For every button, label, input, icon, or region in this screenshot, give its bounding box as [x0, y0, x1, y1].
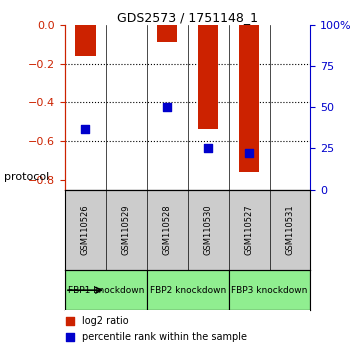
Point [205, 145, 211, 151]
Title: GDS2573 / 1751148_1: GDS2573 / 1751148_1 [117, 11, 258, 24]
Text: log2 ratio: log2 ratio [82, 315, 129, 326]
Bar [229, 270, 310, 310]
Text: FBP1 knockdown: FBP1 knockdown [68, 286, 144, 295]
Text: GSM110526: GSM110526 [81, 205, 90, 255]
Text: GSM110531: GSM110531 [286, 205, 295, 255]
Point [164, 104, 170, 110]
Point [83, 126, 88, 131]
Text: GSM110527: GSM110527 [245, 205, 253, 255]
Text: FBP2 knockdown: FBP2 knockdown [149, 286, 226, 295]
Bar [239, 25, 259, 172]
Bar [198, 25, 218, 130]
Point [67, 334, 73, 339]
Text: GSM110530: GSM110530 [204, 205, 213, 255]
Text: FBP3 knockdown: FBP3 knockdown [231, 286, 308, 295]
Text: GSM110528: GSM110528 [163, 205, 172, 255]
Point [67, 318, 73, 324]
Bar [75, 25, 96, 56]
Point [246, 150, 252, 156]
Text: protocol: protocol [4, 172, 49, 182]
Bar [65, 270, 147, 310]
Bar [157, 25, 178, 42]
Text: percentile rank within the sample: percentile rank within the sample [82, 332, 247, 342]
Text: GSM110529: GSM110529 [122, 205, 131, 255]
Bar [147, 270, 229, 310]
